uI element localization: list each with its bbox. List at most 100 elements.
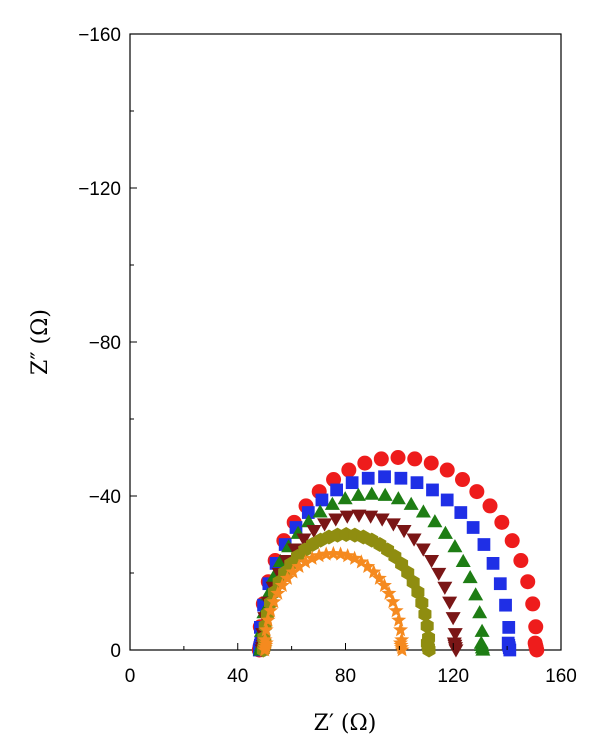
data-point: [291, 558, 307, 574]
x-tick-label: 80: [335, 666, 356, 687]
data-point: [407, 451, 423, 467]
data-point: [312, 504, 328, 518]
data-point: [266, 594, 282, 609]
data-point: [415, 504, 431, 518]
data-point: [364, 486, 380, 500]
data-point: [304, 550, 320, 565]
data-point: [301, 506, 315, 519]
data-point: [527, 635, 543, 651]
data-point: [325, 545, 341, 561]
data-point: [371, 570, 387, 585]
data-point: [374, 513, 390, 527]
y-axis-label: Z″ (Ω): [28, 309, 53, 375]
data-point: [513, 553, 529, 569]
data-point: [324, 496, 340, 510]
data-point: [420, 618, 434, 634]
data-point: [353, 554, 369, 569]
data-point: [326, 472, 342, 488]
data-point: [357, 455, 373, 471]
data-point: [410, 476, 424, 490]
x-tick-label: 120: [437, 666, 469, 687]
data-point: [373, 451, 389, 467]
data-point: [477, 538, 491, 551]
data-point: [466, 521, 480, 534]
data-point: [317, 518, 333, 532]
data-point: [390, 450, 406, 465]
x-axis-label: Z′ (Ω): [314, 711, 377, 736]
data-point: [274, 577, 290, 592]
data-point: [396, 525, 412, 539]
data-point: [347, 550, 363, 565]
data-point: [390, 491, 406, 505]
data-point: [394, 471, 408, 485]
data-point: [279, 570, 295, 585]
data-point: [403, 496, 419, 510]
data-point: [462, 570, 478, 584]
data-point: [378, 470, 391, 484]
data-point: [260, 612, 276, 627]
series-square: [252, 470, 517, 657]
data-point: [361, 471, 375, 485]
series-star: [257, 545, 410, 657]
data-point: [263, 602, 279, 618]
data-point: [363, 510, 379, 524]
data-point: [366, 564, 382, 579]
data-point: [297, 554, 313, 569]
data-point: [427, 514, 443, 528]
data-point: [440, 493, 454, 507]
y-tick-label: −80: [89, 333, 121, 354]
x-tick-label: 0: [125, 666, 136, 687]
data-point: [418, 606, 432, 622]
data-point: [446, 637, 462, 651]
data-point: [473, 635, 489, 649]
data-point: [258, 635, 274, 650]
data-point: [525, 596, 541, 612]
data-point: [339, 510, 355, 524]
data-point: [285, 564, 301, 579]
data-point: [502, 621, 516, 634]
data-point: [328, 513, 344, 527]
data-point: [258, 622, 274, 637]
data-point: [306, 525, 322, 539]
data-point: [423, 455, 439, 471]
x-tick-label: 40: [227, 666, 248, 687]
data-point: [468, 587, 484, 601]
data-point: [385, 518, 401, 532]
data-point: [315, 493, 329, 507]
data-point: [415, 595, 429, 611]
y-tick-label: −160: [78, 25, 121, 46]
y-tick-label: −120: [78, 179, 121, 200]
data-point: [406, 533, 422, 547]
data-point: [528, 619, 544, 635]
data-point: [494, 514, 510, 530]
data-point: [454, 506, 468, 519]
data-point: [442, 596, 458, 610]
data-point: [447, 628, 463, 642]
x-tick-label: 160: [545, 666, 577, 687]
data-point: [469, 484, 485, 500]
data-point: [447, 539, 463, 553]
data-point: [392, 635, 408, 650]
data-point: [345, 476, 359, 490]
data-point: [301, 514, 317, 528]
data-point: [424, 555, 440, 569]
data-point: [437, 581, 453, 595]
data-point: [420, 635, 434, 651]
series-layer: [251, 450, 545, 658]
data-point: [388, 602, 404, 618]
y-tick-label: −40: [89, 487, 121, 508]
data-point: [474, 623, 490, 637]
data-point: [381, 585, 397, 600]
data-point: [520, 574, 536, 590]
data-point: [360, 558, 376, 574]
data-point: [391, 612, 407, 627]
data-point: [270, 585, 286, 600]
data-point: [377, 487, 393, 501]
data-point: [311, 547, 327, 563]
data-point: [318, 546, 334, 561]
data-point: [351, 509, 367, 523]
data-point: [454, 472, 470, 488]
data-point: [439, 462, 455, 478]
data-point: [437, 525, 453, 539]
